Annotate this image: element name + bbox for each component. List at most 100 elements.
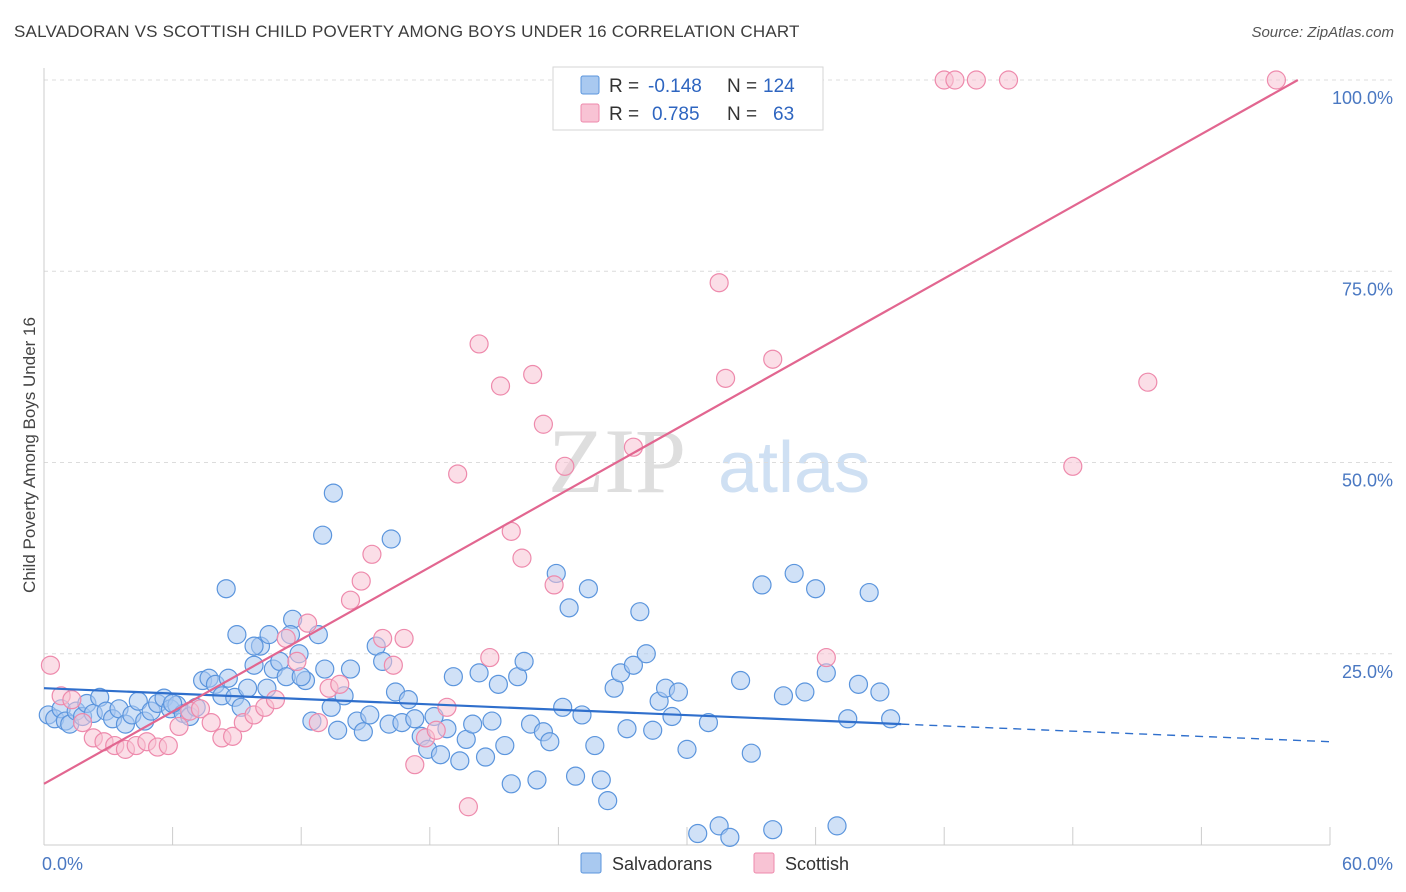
scottish-point bbox=[169, 716, 189, 737]
scottish-point bbox=[158, 735, 178, 756]
scottish-point bbox=[437, 697, 457, 717]
salvadorans-point bbox=[572, 705, 592, 725]
source-label: Source: ZipAtlas.com bbox=[1251, 24, 1394, 41]
correlation-legend: R = -0.148 N = 124 R = 0.785 N = 63 bbox=[552, 66, 824, 131]
salvadorans-point bbox=[553, 697, 573, 717]
scottish-point bbox=[190, 699, 211, 719]
scottish-point bbox=[287, 651, 307, 672]
salvadorans-point bbox=[313, 525, 333, 545]
salvadorans-point bbox=[578, 579, 599, 599]
salvadorans-point bbox=[430, 745, 451, 765]
scottish-point bbox=[1138, 372, 1158, 392]
scottish-point bbox=[816, 647, 836, 668]
legend-n-value-2: 63 bbox=[773, 104, 794, 125]
salvadorans-point bbox=[405, 709, 425, 729]
salvadorans-point bbox=[398, 690, 418, 710]
x-tick-label-max: 60.0% bbox=[1342, 854, 1393, 874]
salvadorans-point bbox=[805, 579, 826, 599]
bottom-legend-scottish: Scottish bbox=[785, 854, 849, 874]
salvadorans-point bbox=[323, 483, 343, 503]
scottish-point bbox=[72, 712, 93, 733]
salvadorans-point bbox=[482, 711, 502, 731]
bottom-legend-salvadorans: Salvadorans bbox=[612, 854, 712, 874]
y-tick-label-25: 25.0% bbox=[1342, 662, 1393, 682]
series-salvadorans-points bbox=[38, 483, 901, 847]
y-tick-label-75: 75.0% bbox=[1342, 279, 1393, 299]
salvadorans-point bbox=[795, 682, 815, 702]
bottom-legend-swatch-scottish bbox=[753, 852, 775, 874]
salvadorans-point bbox=[598, 791, 618, 811]
scottish-point bbox=[373, 628, 393, 649]
salvadorans-point bbox=[163, 693, 183, 714]
salvadorans-point bbox=[838, 709, 858, 729]
salvadorans-point bbox=[617, 719, 637, 739]
scottish-point bbox=[555, 456, 575, 476]
salvadorans-point bbox=[469, 663, 489, 683]
salvadorans-point bbox=[540, 732, 560, 752]
salvadorans-point bbox=[636, 644, 656, 664]
y-axis-label: Child Poverty Among Boys Under 16 bbox=[20, 317, 39, 593]
salvadorans-point bbox=[741, 743, 761, 763]
salvadorans-point bbox=[677, 739, 697, 759]
salvadorans-point bbox=[559, 598, 579, 618]
scottish-trend-line bbox=[43, 79, 1299, 785]
salvadorans-point bbox=[827, 816, 847, 836]
scottish-point bbox=[763, 349, 783, 369]
scottish-point bbox=[383, 655, 403, 675]
series-legend: Salvadorans Scottish bbox=[580, 852, 849, 874]
salvadorans-point bbox=[527, 770, 547, 790]
salvadorans-point bbox=[752, 575, 772, 595]
legend-r-value-1: -0.148 bbox=[648, 76, 702, 97]
scottish-point bbox=[223, 726, 243, 746]
scottish-point bbox=[330, 674, 350, 694]
salvadorans-trend-line bbox=[43, 687, 902, 726]
salvadorans-point bbox=[381, 529, 401, 549]
salvadorans-point bbox=[773, 686, 794, 706]
salvadorans-point bbox=[688, 823, 708, 844]
trend-lines bbox=[43, 79, 1331, 785]
salvadorans-point bbox=[859, 582, 879, 603]
scottish-point bbox=[1266, 70, 1287, 90]
salvadorans-point bbox=[591, 770, 611, 790]
scottish-point bbox=[998, 70, 1019, 90]
y-tick-label-50: 50.0% bbox=[1342, 471, 1393, 491]
salvadorans-point bbox=[238, 678, 258, 698]
chart-title: SALVADORAN VS SCOTTISH CHILD POVERTY AMO… bbox=[14, 22, 800, 41]
salvadorans-point bbox=[475, 747, 496, 767]
legend-r-label-2: R = bbox=[609, 104, 639, 125]
scottish-point bbox=[480, 647, 500, 668]
salvadorans-point bbox=[216, 579, 236, 599]
salvadorans-point bbox=[720, 827, 740, 847]
salvadorans-point bbox=[784, 563, 804, 584]
salvadorans-point bbox=[495, 735, 515, 756]
scottish-point bbox=[426, 720, 446, 740]
y-tick-labels: 25.0% 50.0% 75.0% 100.0% bbox=[1332, 88, 1393, 682]
scottish-point bbox=[1063, 456, 1083, 476]
scottish-point bbox=[62, 690, 82, 710]
salvadorans-point bbox=[328, 720, 348, 740]
legend-swatch-salvadorans bbox=[580, 75, 600, 95]
salvadorans-point bbox=[668, 682, 689, 702]
scottish-point bbox=[533, 414, 553, 434]
scottish-point bbox=[405, 755, 425, 775]
scottish-point bbox=[490, 376, 511, 396]
salvadorans-point bbox=[353, 722, 373, 742]
salvadorans-point bbox=[443, 667, 463, 687]
salvadorans-point bbox=[360, 705, 380, 725]
salvadorans-point bbox=[643, 720, 663, 740]
salvadorans-point bbox=[881, 709, 901, 729]
legend-r-label-1: R = bbox=[609, 76, 639, 97]
salvadorans-point bbox=[870, 682, 890, 702]
salvadorans-point bbox=[623, 655, 644, 675]
scottish-point bbox=[966, 70, 986, 90]
scottish-point bbox=[298, 613, 318, 633]
legend-swatch-scottish bbox=[580, 103, 600, 123]
legend-r-value-2: 0.785 bbox=[652, 104, 700, 125]
salvadorans-point bbox=[340, 659, 361, 679]
salvadorans-point bbox=[488, 674, 508, 694]
salvadorans-point bbox=[763, 820, 783, 840]
scottish-point bbox=[201, 712, 221, 733]
salvadorans-point bbox=[514, 651, 534, 672]
scottish-point bbox=[458, 797, 478, 817]
gridlines bbox=[44, 79, 1395, 655]
